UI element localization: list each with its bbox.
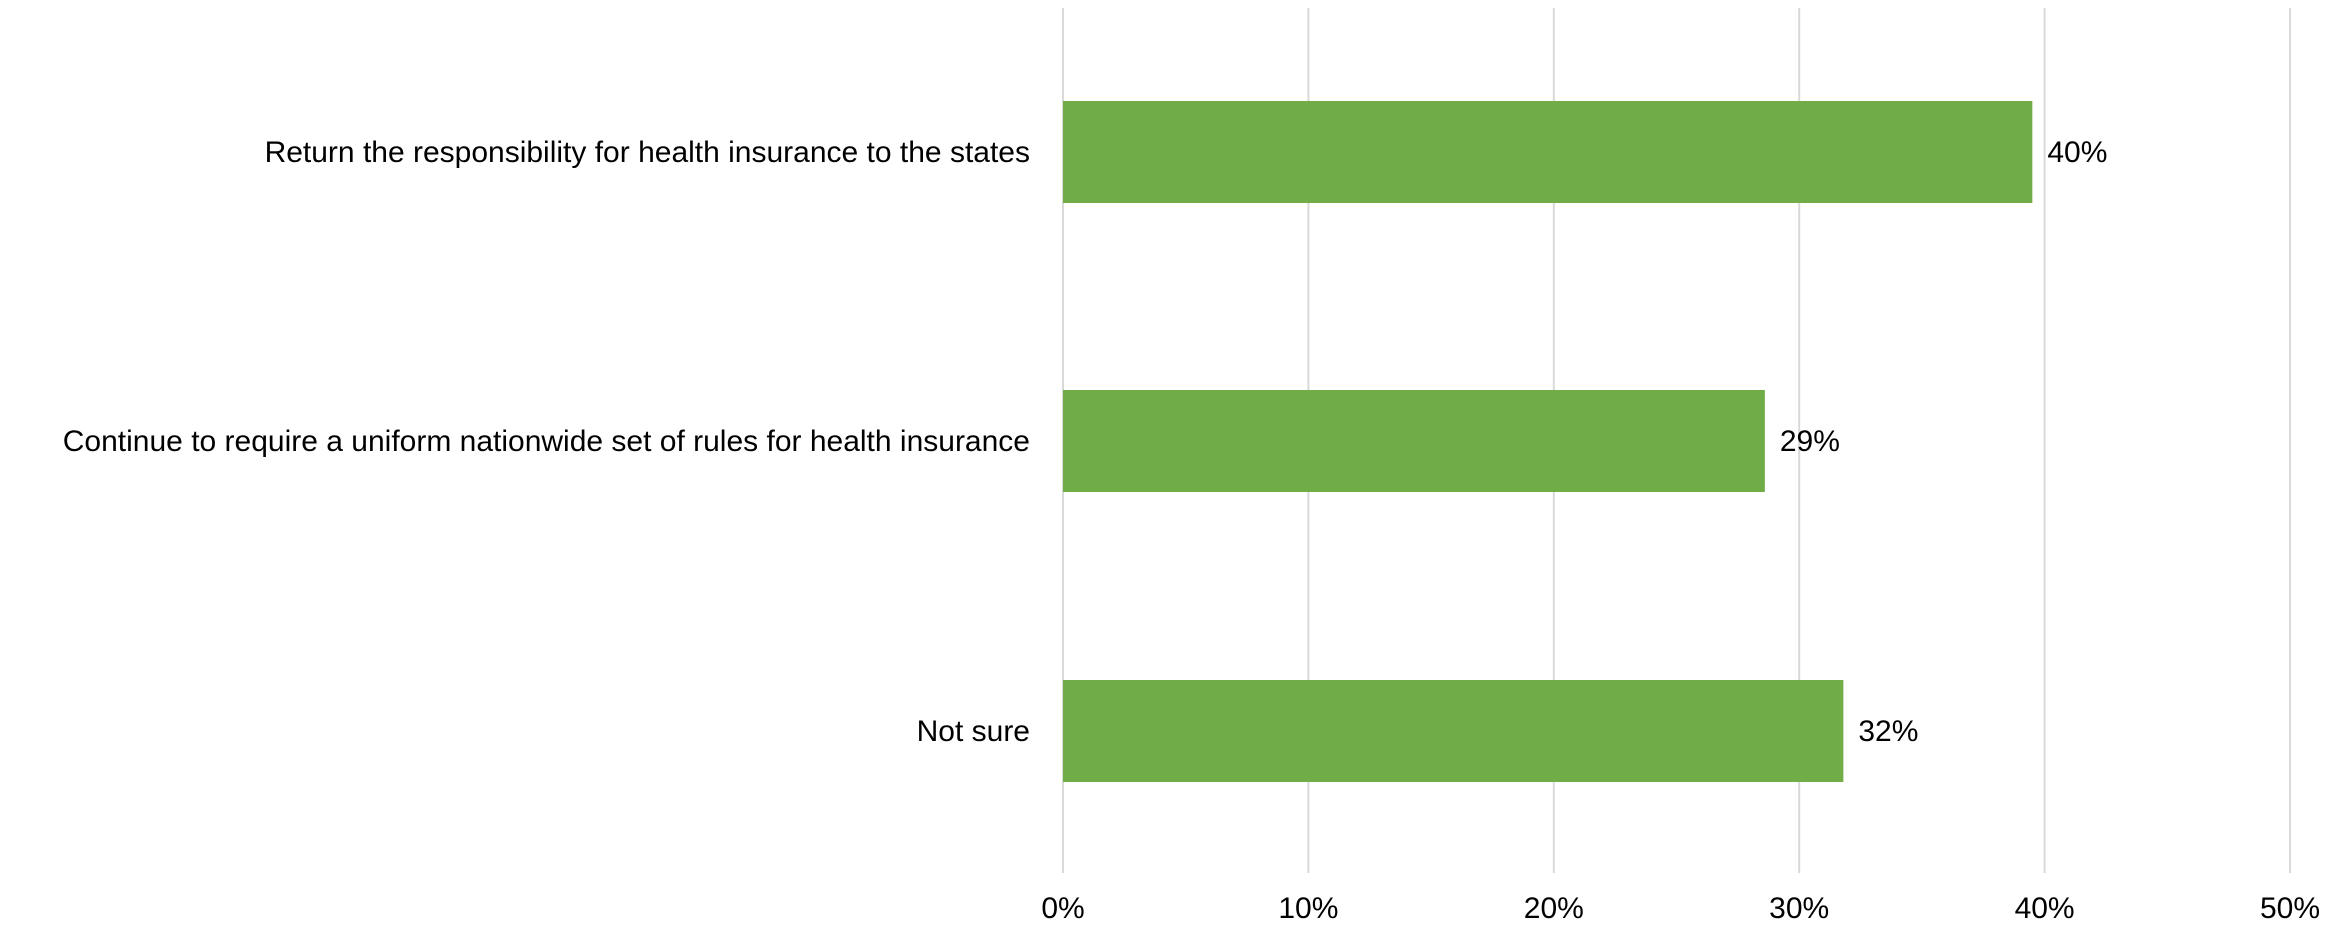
category-label: Return the responsibility for health ins… [265, 136, 1030, 169]
x-tick-label: 0% [1041, 892, 1084, 925]
bar-3 [1063, 680, 1844, 782]
data-labels: 40% 29% 32% [1780, 136, 2108, 748]
x-tick-label: 10% [1278, 892, 1338, 925]
bar-1 [1063, 101, 2033, 203]
x-tick-label: 20% [1524, 892, 1584, 925]
x-tick-label: 50% [2260, 892, 2320, 925]
category-label: Continue to require a uniform nationwide… [63, 425, 1030, 458]
bars [1063, 101, 2033, 782]
x-tick-label: 40% [2015, 892, 2075, 925]
bar-2 [1063, 390, 1765, 492]
category-label: Not sure [917, 715, 1030, 748]
data-label: 40% [2047, 136, 2107, 169]
x-tick-label: 30% [1769, 892, 1829, 925]
category-labels: Return the responsibility for health ins… [63, 136, 1030, 748]
data-label: 29% [1780, 425, 1840, 458]
data-label: 32% [1858, 715, 1918, 748]
x-axis-tick-labels: 0% 10% 20% 30% 40% 50% [1041, 892, 2320, 925]
